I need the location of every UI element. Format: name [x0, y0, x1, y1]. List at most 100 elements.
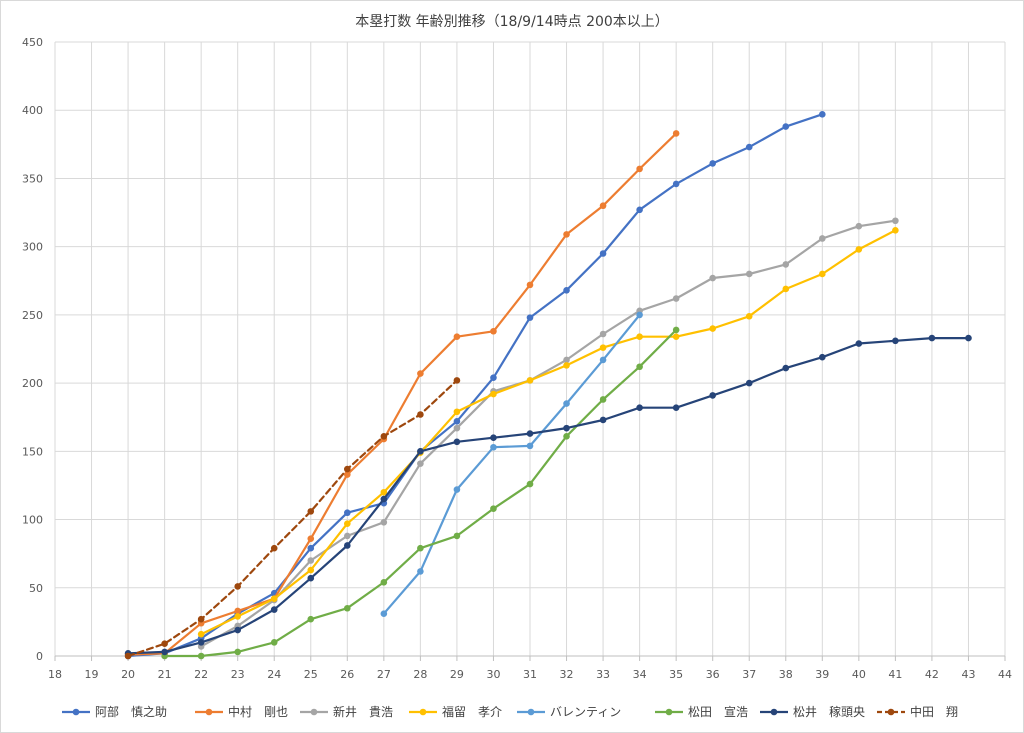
x-tick-label: 37: [742, 668, 756, 681]
data-point: [636, 311, 643, 319]
y-tick-label: 400: [22, 104, 43, 117]
data-point: [344, 532, 351, 540]
data-point: [745, 312, 753, 320]
x-tick-label: 41: [888, 668, 902, 681]
x-tick-label: 33: [596, 668, 610, 681]
x-tick-label: 25: [304, 668, 318, 681]
data-point: [453, 333, 461, 341]
data-point: [380, 579, 388, 586]
legend-item-2: 中村 剛也: [195, 704, 288, 719]
series-2: [124, 130, 680, 658]
grid-lines: [54, 41, 1006, 657]
data-point: [307, 574, 315, 582]
data-point: [672, 326, 680, 334]
data-point: [709, 160, 716, 167]
x-tick-label: 34: [633, 668, 647, 681]
data-point: [599, 416, 607, 424]
x-tick-label: 39: [815, 668, 829, 681]
data-point: [563, 356, 570, 364]
x-tick-label: 43: [961, 668, 975, 681]
data-point: [490, 434, 497, 441]
data-point: [453, 408, 461, 416]
data-point: [563, 400, 570, 407]
y-tick-label: 350: [22, 172, 43, 185]
data-point: [526, 377, 534, 384]
data-point: [745, 270, 753, 278]
data-point: [307, 508, 315, 515]
x-tick-label: 18: [48, 668, 62, 681]
y-tick-label: 450: [22, 36, 43, 49]
y-tick-label: 50: [29, 582, 43, 595]
data-point: [270, 544, 278, 552]
data-point: [672, 333, 680, 341]
data-point: [892, 337, 899, 345]
data-point: [453, 486, 461, 493]
series-line: [127, 132, 678, 656]
legend-marker: [527, 708, 535, 716]
legend-label: 福留 孝介: [442, 704, 502, 719]
series-8: [124, 377, 461, 660]
data-point: [417, 460, 424, 467]
chart-title: 本塁打数 年齢別推移（18/9/14時点 200本以上）: [355, 13, 669, 30]
data-point: [344, 471, 351, 478]
data-point: [307, 566, 315, 574]
y-tick-label: 100: [22, 514, 43, 527]
y-tick-label: 250: [22, 309, 43, 322]
data-point: [782, 364, 790, 372]
data-point: [380, 518, 388, 526]
legend-item-3: 新井 貴浩: [300, 704, 393, 719]
x-tick-label: 40: [852, 668, 866, 681]
legend-label: 新井 貴浩: [333, 704, 393, 719]
data-point: [526, 480, 534, 488]
data-point: [819, 270, 826, 278]
data-point: [344, 542, 351, 549]
data-point: [672, 180, 680, 188]
data-point: [490, 505, 497, 512]
x-tick-label: 29: [450, 668, 464, 681]
data-point: [928, 334, 936, 342]
data-point: [709, 392, 716, 399]
y-tick-label: 150: [22, 445, 43, 458]
data-point: [563, 231, 570, 238]
data-point: [344, 604, 351, 612]
data-point: [417, 568, 424, 575]
data-point: [344, 520, 351, 527]
x-tick-label: 21: [158, 668, 172, 681]
y-tick-label: 0: [36, 650, 43, 663]
data-point: [270, 606, 278, 613]
data-point: [197, 639, 205, 646]
data-point: [417, 370, 424, 377]
data-point: [745, 143, 753, 151]
data-point: [161, 648, 168, 656]
data-point: [234, 613, 241, 620]
x-tick-label: 38: [779, 668, 793, 681]
data-point: [380, 610, 388, 618]
series-line: [127, 337, 970, 655]
legend-label: 松井 稼頭央: [793, 704, 865, 719]
series-5: [380, 311, 643, 618]
data-point: [417, 448, 424, 455]
data-point: [344, 509, 351, 517]
data-point: [563, 424, 570, 432]
legend-item-5: バレンティン: [517, 705, 621, 719]
x-tick-label: 23: [231, 668, 245, 681]
data-point: [636, 206, 643, 214]
data-point: [526, 314, 534, 321]
data-point: [307, 615, 315, 623]
data-point: [709, 274, 716, 282]
x-tick-label: 35: [669, 668, 683, 681]
data-point: [672, 404, 680, 411]
data-point: [526, 442, 534, 450]
data-point: [490, 374, 497, 381]
legend: 阿部 慎之助 中村 剛也 新井 貴浩 福留 孝介 バレンティン 松田 宣浩 松井 稼頭央 中田…: [62, 704, 958, 719]
series-line: [127, 379, 458, 658]
data-point: [453, 377, 461, 384]
data-point: [380, 488, 388, 496]
data-point: [380, 495, 388, 503]
series-line: [127, 113, 824, 658]
data-point: [855, 222, 863, 230]
data-point: [855, 246, 863, 253]
data-point: [599, 202, 607, 210]
data-point: [819, 235, 826, 242]
legend-marker: [72, 708, 80, 716]
